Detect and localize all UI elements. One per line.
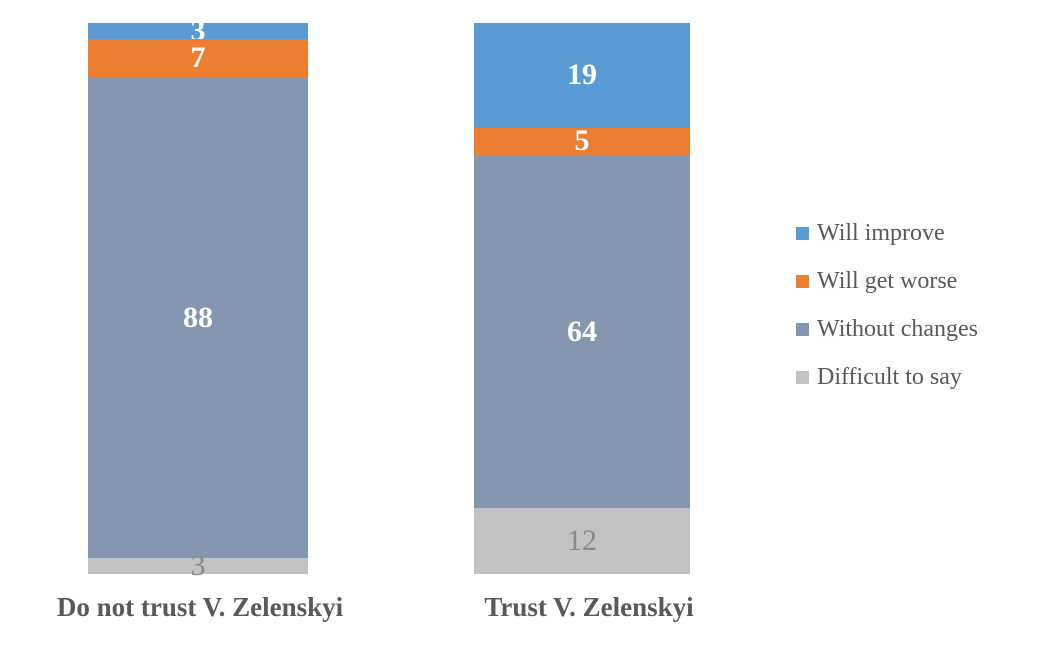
segment-without-changes: 64 [474,155,690,508]
legend-label: Will get worse [817,268,958,294]
segment-value-label: 3 [190,548,206,582]
segment-will-improve: 19 [474,23,690,128]
segment-difficult-to-say: 3 [88,550,308,580]
legend-swatch-icon [796,226,809,240]
segment-without-changes: 88 [88,77,308,558]
legend-item-will-improve: Will improve [796,209,978,257]
segment-value-label: 12 [567,523,597,557]
segment-value-label: 88 [183,300,213,334]
segment-value-label: 3 [190,14,206,48]
legend-swatch-icon [796,322,809,336]
segment-difficult-to-say: 12 [474,507,690,574]
legend-item-without-changes: Without changes [796,305,978,353]
legend-label: Difficult to say [817,364,962,390]
category-label-do-not-trust-v-zelenskyi: Do not trust V. Zelenskyi [56,592,344,622]
legend-swatch-icon [796,274,809,288]
segment-will-get-worse: 7 [88,39,308,78]
legend-label: Without changes [817,316,978,342]
segment-will-improve: 3 [88,16,308,46]
legend-swatch-icon [796,370,809,384]
bar-trust-v-zelenskyi: 19 5 64 12 [474,23,690,574]
legend-item-difficult-to-say: Difficult to say [796,353,978,401]
segment-value-label: 64 [567,314,597,348]
legend-item-will-get-worse: Will get worse [796,257,978,305]
segment-value-label: 5 [574,124,590,158]
bar-do-not-trust-v-zelenskyi: 3 7 88 3 [88,16,308,580]
segment-will-get-worse: 5 [474,124,690,158]
segment-value-label: 19 [567,58,597,92]
category-label-trust-v-zelenskyi: Trust V. Zelenskyi [484,592,694,622]
legend-label: Will improve [817,220,945,246]
segment-value-label: 7 [190,41,206,75]
legend: Will improve Will get worse Without change… [796,209,978,401]
